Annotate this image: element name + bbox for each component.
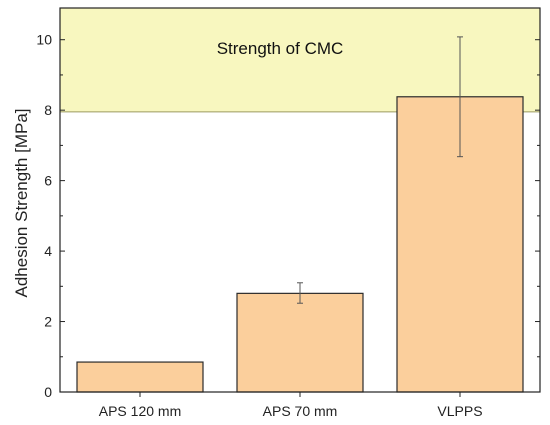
y-axis-title: Adhesion Strength [MPa] [12,108,31,297]
x-tick-label: APS 120 mm [99,403,181,419]
x-tick-label: APS 70 mm [263,403,338,419]
band-label: Strength of CMC [217,39,344,58]
y-tick-label: 6 [44,173,52,189]
bar [76,361,204,393]
y-tick-label: 0 [44,384,52,400]
y-tick-label: 2 [44,314,52,330]
y-tick-label: 8 [44,102,52,118]
y-tick-label: 4 [44,243,52,259]
y-tick-label: 10 [36,32,52,48]
x-tick-label: VLPPS [437,403,482,419]
bar [236,292,364,393]
